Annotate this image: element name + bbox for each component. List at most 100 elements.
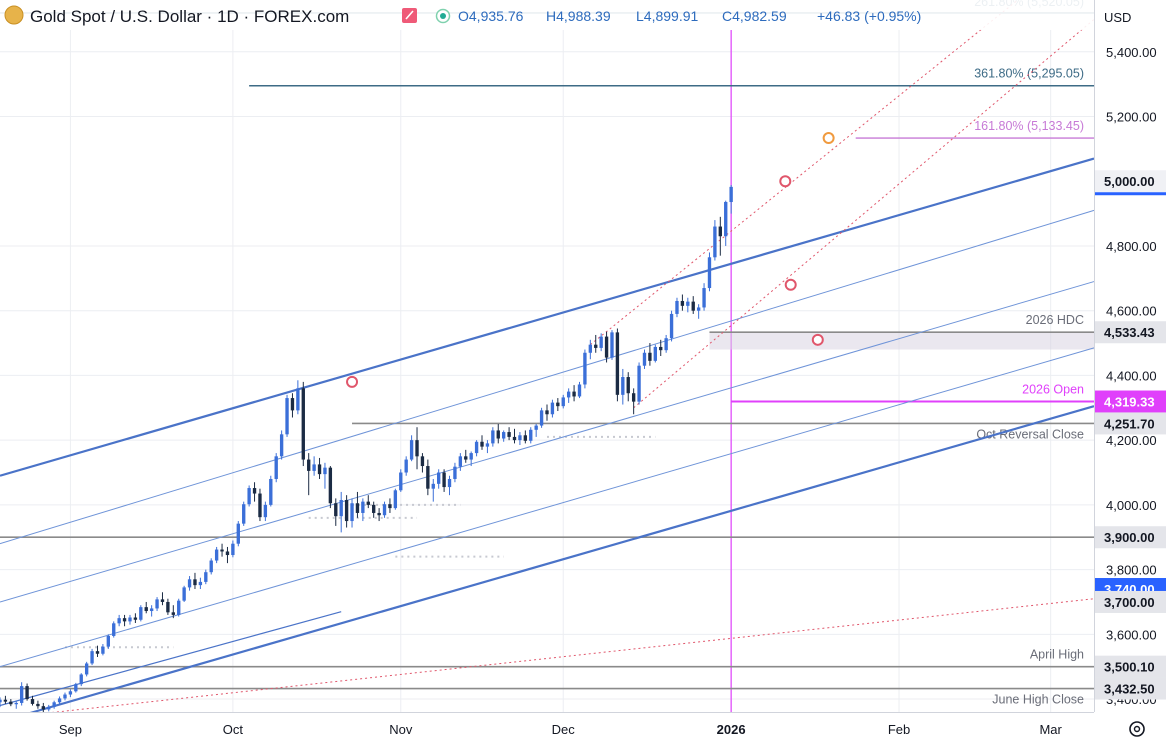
candle-body <box>707 257 712 289</box>
candle-body <box>631 393 636 402</box>
level-label-hdc-2026: 2026 HDC <box>1026 313 1084 327</box>
price-axis[interactable]: USD 5,400.00 5,200.00 4,800.00 4,600.00 4,40… <box>1094 0 1166 750</box>
candle-body <box>182 587 186 601</box>
candle-body <box>112 623 116 636</box>
candle-body <box>485 443 490 447</box>
candle-body <box>236 523 240 544</box>
candle-body <box>90 651 94 664</box>
candle-body <box>426 466 430 489</box>
pivot-highlight-circle <box>811 333 824 346</box>
x-tick-label: Dec <box>552 722 576 737</box>
candle-body <box>686 301 690 306</box>
candle-body <box>442 472 446 488</box>
header-strip <box>0 0 1094 30</box>
candle-body <box>252 488 257 494</box>
candle-body <box>74 684 78 692</box>
pivot-highlight-circle <box>346 375 359 388</box>
y-tick-label: 3,600.00 <box>1106 627 1157 642</box>
hdc-zone <box>709 332 1094 350</box>
candle-body <box>47 706 51 710</box>
candle-body <box>0 699 2 703</box>
pivot-highlight-circle <box>784 278 797 291</box>
candle-body <box>404 459 408 473</box>
candle-body <box>296 388 300 411</box>
candle-body <box>307 459 311 471</box>
candle-body <box>84 663 89 675</box>
candle-body <box>204 572 208 582</box>
candle-body <box>696 307 701 311</box>
candle-body <box>144 607 148 612</box>
candle-body <box>599 336 603 348</box>
candle-body <box>680 300 685 306</box>
candle-body <box>269 478 273 505</box>
candle-body <box>556 402 560 407</box>
x-tick-label: Oct <box>223 722 244 737</box>
candle-body <box>669 313 674 339</box>
target-marker-circle <box>822 132 835 145</box>
candle-body <box>328 467 333 504</box>
candle-body <box>209 560 213 573</box>
candle-body <box>14 702 18 705</box>
candle-body <box>507 432 511 437</box>
candle-body <box>388 504 392 509</box>
trend-red-steep-2 <box>633 19 1095 409</box>
candle-body <box>691 301 695 311</box>
candle-body <box>496 430 500 439</box>
candle-body <box>550 402 555 415</box>
candle-body <box>19 686 24 703</box>
price-badge <box>1095 677 1166 700</box>
price-badge <box>1095 390 1166 413</box>
candle-body <box>594 344 598 348</box>
price-badge <box>1095 321 1166 344</box>
candle-body <box>101 646 105 654</box>
candle-body <box>36 703 40 707</box>
market-status-dot <box>440 13 446 19</box>
candle-body <box>41 706 46 710</box>
time-axis[interactable]: Sep Oct Nov Dec 2026 Feb Mar <box>0 712 1145 750</box>
settings-gear-icon[interactable] <box>1129 721 1145 737</box>
candle-body <box>626 377 630 394</box>
candle-body <box>501 432 506 439</box>
y-tick-label: 5,400.00 <box>1106 45 1157 60</box>
level-label-april-high: April High <box>1030 648 1084 662</box>
candle-body <box>453 466 457 479</box>
gold-coin-icon <box>4 5 24 25</box>
price-badge-label: 3,500.10 <box>1104 660 1155 675</box>
candle-body <box>561 397 565 407</box>
candle-body <box>718 226 722 237</box>
candle-body <box>334 503 338 517</box>
candle-body <box>610 332 614 358</box>
x-tick-label: Nov <box>389 722 413 737</box>
flag-icon-mark <box>405 10 414 20</box>
candle-body <box>648 352 652 361</box>
price-badge-label: 5,000.00 <box>1104 174 1155 189</box>
candle-body <box>263 504 268 518</box>
level-label-open-2026: 2026 Open <box>1022 383 1084 397</box>
candle-body <box>355 503 360 513</box>
price-badge-label: 4,533.43 <box>1104 325 1155 340</box>
candle-body <box>664 338 668 351</box>
candle-body <box>512 436 517 441</box>
candle-body <box>377 512 381 516</box>
x-tick-label: Feb <box>888 722 910 737</box>
price-badge-label: 3,700.00 <box>1104 595 1155 610</box>
candle-body <box>290 398 295 411</box>
y-tick-label: 5,200.00 <box>1106 110 1157 125</box>
candle-body <box>724 201 728 237</box>
candle-body <box>415 440 419 457</box>
candle-body <box>659 346 663 351</box>
candle-body <box>52 702 56 707</box>
candle-body <box>3 699 8 702</box>
candle-body <box>117 618 121 624</box>
candle-body <box>583 352 587 385</box>
trend-red-long <box>27 598 1095 716</box>
candle-body <box>464 456 468 460</box>
candle-body <box>25 686 29 700</box>
support-slope <box>0 611 342 707</box>
y-tick-label: 4,600.00 <box>1106 304 1157 319</box>
y-tick-label: 3,800.00 <box>1106 563 1157 578</box>
candle-body <box>480 441 484 447</box>
candle-body <box>301 388 305 460</box>
